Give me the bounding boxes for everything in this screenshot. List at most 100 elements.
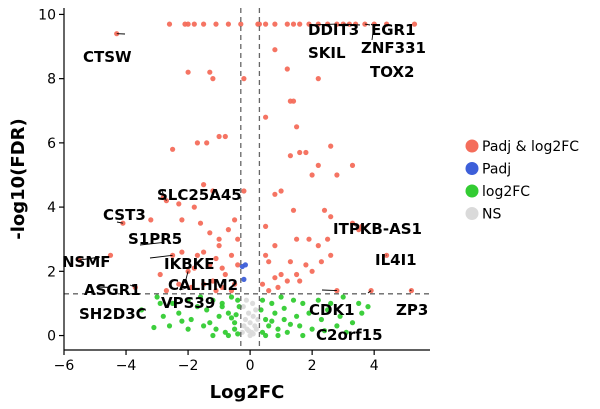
legend-label: Padj — [482, 162, 511, 178]
point-log2fc — [166, 323, 173, 329]
point-padj-log2fc — [210, 76, 216, 82]
point-padj-log2fc — [256, 21, 262, 27]
leader-line — [321, 289, 337, 292]
point-padj-log2fc — [272, 191, 278, 197]
point-padj-log2fc — [334, 172, 340, 178]
point-padj-log2fc — [266, 259, 272, 265]
point-padj-log2fc — [228, 288, 235, 294]
point-padj-log2fc — [408, 288, 414, 294]
point-padj-log2fc — [114, 31, 120, 37]
point-padj-log2fc — [266, 288, 272, 294]
point-ns — [246, 310, 252, 316]
leader-line — [309, 23, 337, 26]
point-padj-log2fc — [297, 149, 303, 156]
leader-line — [116, 221, 124, 224]
point-padj-log2fc — [201, 281, 207, 287]
point-padj-log2fc — [263, 114, 269, 120]
gene-label: S1PR5 — [128, 230, 182, 248]
leader-line — [409, 289, 412, 292]
y-tick-label: 2 — [47, 264, 56, 280]
point-padj-log2fc — [259, 281, 266, 287]
point-log2fc — [207, 320, 213, 326]
point-padj-log2fc — [191, 21, 197, 27]
point-log2fc — [235, 297, 241, 303]
point-padj-log2fc — [213, 255, 219, 262]
point-ns — [253, 307, 259, 313]
y-tick-label: 6 — [47, 136, 56, 152]
point-log2fc — [340, 294, 346, 300]
point-padj-log2fc — [235, 262, 241, 268]
point-log2fc — [334, 323, 340, 329]
gene-label: ASGR1 — [84, 281, 141, 299]
data-points — [76, 21, 418, 339]
point-padj-log2fc — [219, 284, 225, 290]
point-padj-log2fc — [225, 227, 231, 233]
point-padj-log2fc — [349, 162, 356, 168]
point-padj-log2fc — [76, 257, 83, 263]
point-log2fc — [343, 329, 349, 335]
gene-label: EGR1 — [371, 21, 416, 39]
point-padj-log2fc — [315, 21, 321, 27]
point-padj-log2fc — [284, 66, 290, 72]
point-padj-log2fc — [272, 21, 278, 27]
point-log2fc — [154, 294, 160, 300]
point-padj-log2fc — [241, 76, 247, 82]
leader-line — [370, 23, 373, 26]
leader-line — [364, 23, 371, 26]
point-log2fc — [284, 329, 290, 335]
point-padj-log2fc — [294, 124, 300, 130]
point-padj-log2fc — [166, 21, 173, 27]
point-padj-log2fc — [191, 265, 197, 271]
point-padj-log2fc — [290, 98, 297, 104]
point-padj-log2fc — [213, 288, 219, 294]
leader-line — [139, 241, 164, 246]
point-padj-log2fc — [315, 243, 321, 249]
point-log2fc — [219, 304, 225, 310]
point-padj-log2fc — [235, 236, 241, 242]
gene-label: CST3 — [103, 206, 146, 224]
leader-line — [343, 23, 361, 26]
point-padj-log2fc — [306, 236, 312, 242]
point-log2fc — [359, 310, 365, 316]
point-padj-log2fc — [359, 223, 365, 229]
point-padj-log2fc — [163, 288, 169, 294]
gene-labels: DDIT3 EGR1 SKIL ZNF331 TOX2 CTSW SLC25A45 CST3 S… — [62, 21, 428, 344]
point-log2fc — [179, 318, 185, 324]
point-padj-log2fc — [309, 172, 315, 178]
gene-label: SH2D3C — [79, 305, 147, 323]
gene-label: CALHM2 — [168, 276, 238, 294]
point-log2fc — [228, 294, 235, 300]
y-tick-label: 10 — [38, 7, 56, 23]
x-tick-label: 2 — [308, 358, 317, 374]
point-padj-log2fc — [185, 69, 191, 75]
point-padj-log2fc — [284, 21, 290, 27]
leader-line — [129, 284, 136, 288]
point-padj-log2fc — [328, 252, 334, 258]
point-padj-log2fc — [216, 236, 222, 242]
point-log2fc — [321, 328, 328, 334]
point-padj-log2fc — [263, 252, 269, 258]
gene-label: CDK1 — [309, 301, 355, 319]
gene-label: CTSW — [83, 48, 132, 66]
point-log2fc — [138, 307, 145, 313]
point-padj-log2fc — [232, 217, 238, 223]
point-log2fc — [275, 332, 281, 339]
point-padj-log2fc — [303, 149, 309, 156]
point-padj-log2fc — [232, 281, 238, 287]
point-padj-log2fc — [170, 252, 176, 258]
point-ns — [250, 331, 256, 337]
point-ns — [242, 316, 248, 323]
point-padj-log2fc — [216, 133, 222, 140]
point-log2fc — [216, 313, 222, 319]
y-tick-label: 0 — [47, 329, 56, 345]
gene-label: SKIL — [308, 44, 346, 62]
point-padj-log2fc — [272, 275, 278, 281]
point-log2fc — [228, 315, 235, 321]
leader-line — [371, 23, 375, 41]
x-tick-label: −4 — [116, 358, 137, 374]
point-log2fc — [176, 310, 182, 316]
point-log2fc — [337, 313, 343, 319]
point-padj-log2fc — [201, 249, 207, 255]
point-padj-log2fc — [185, 21, 191, 27]
point-log2fc — [185, 297, 191, 303]
